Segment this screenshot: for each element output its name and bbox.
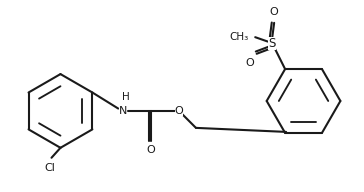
Text: N: N	[119, 106, 127, 116]
Text: O: O	[147, 145, 155, 155]
Text: O: O	[246, 58, 254, 68]
Text: H: H	[122, 92, 130, 102]
Text: O: O	[175, 106, 183, 116]
Text: O: O	[270, 7, 278, 17]
Text: Cl: Cl	[44, 163, 55, 173]
Text: S: S	[269, 37, 276, 50]
Text: CH₃: CH₃	[229, 32, 248, 42]
